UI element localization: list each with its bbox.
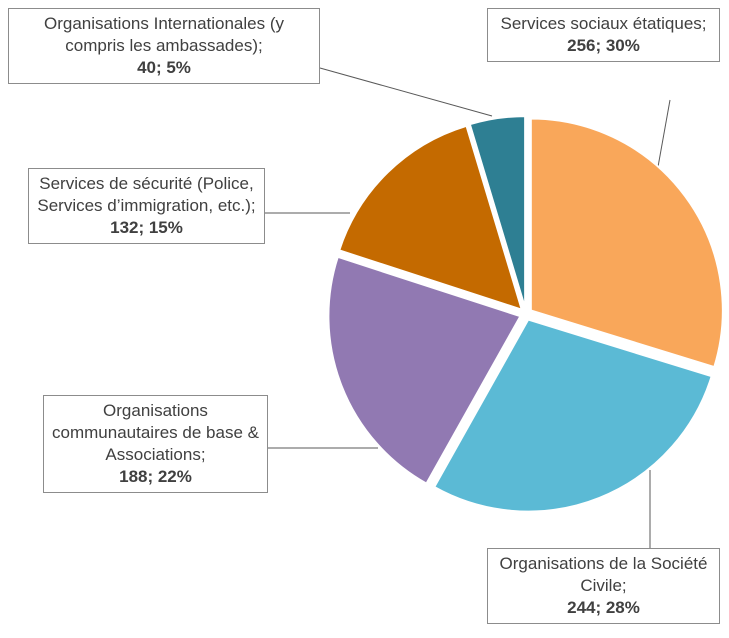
value-label: 188; 22% [119,467,192,486]
value-label: 244; 28% [567,598,640,617]
category-label: Services de sécurité (Police, Services d… [37,174,256,215]
category-label: Organisations communautaires de base & A… [52,401,259,464]
data-label: Organisations de la Société Civile; 244; … [487,548,720,624]
category-label: Organisations de la Société Civile; [499,554,708,595]
pie-slice [468,115,527,309]
pie-slice [327,255,522,485]
pie-slice [432,318,713,513]
data-label: Organisations Internationales (y compris… [8,8,320,84]
category-label: Organisations Internationales (y compris… [43,14,285,55]
data-label: Services sociaux étatiques; 256; 30% [487,8,720,62]
data-label: Services de sécurité (Police, Services d… [28,168,265,244]
pie-slice [529,117,724,369]
value-label: 40; 5% [137,58,191,77]
value-label: 256; 30% [567,36,640,55]
leader-lines [265,67,671,548]
leader-line [655,99,671,179]
category-label: Services sociaux étatiques; [500,14,707,33]
pie-slice [337,124,524,312]
data-label: Organisations communautaires de base & A… [43,395,268,493]
leader-line [319,67,493,117]
value-label: 132; 15% [110,218,183,237]
